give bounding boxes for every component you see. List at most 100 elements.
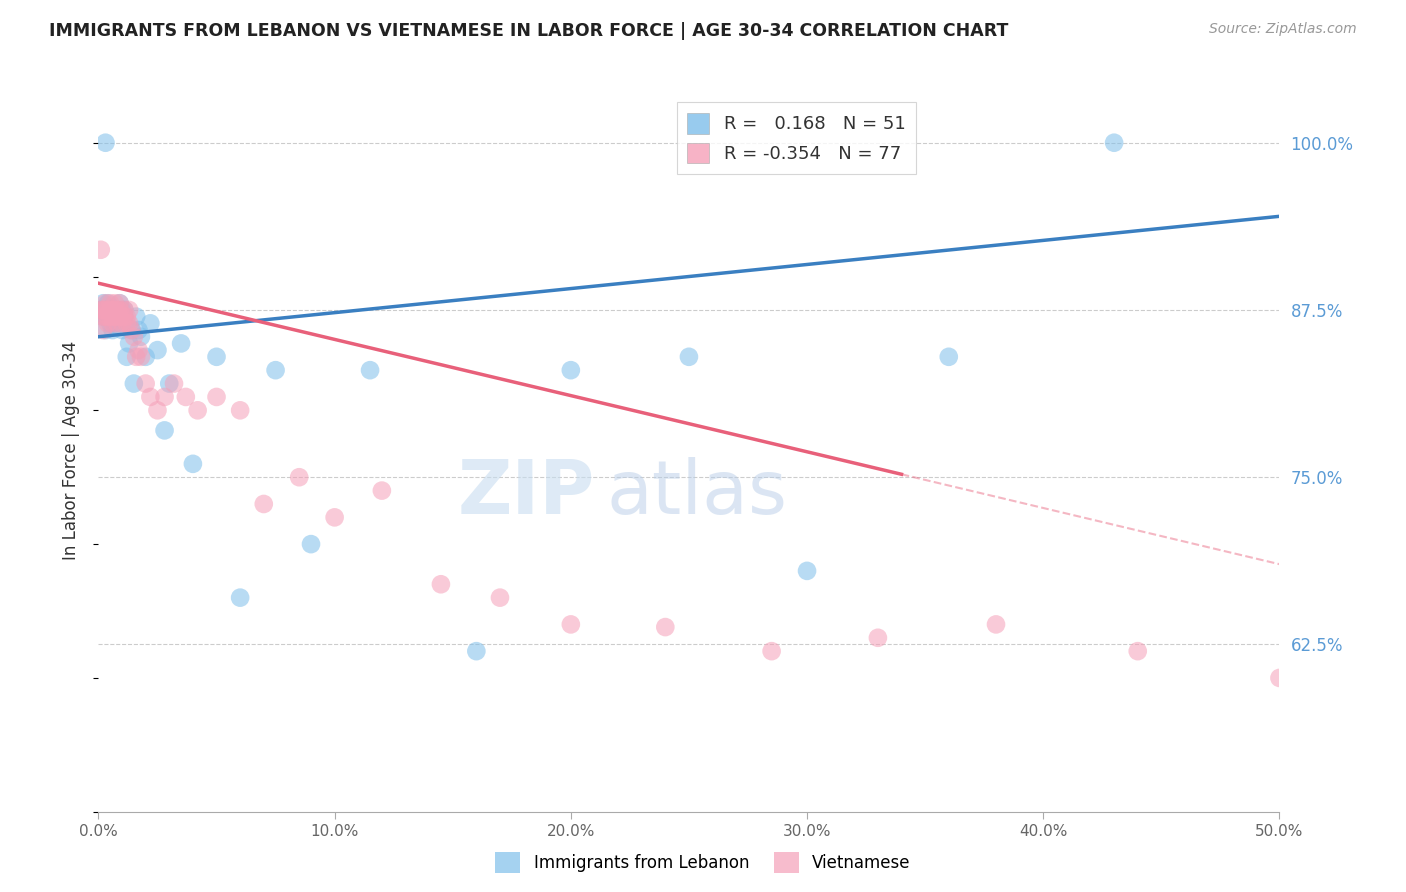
Point xyxy=(264,363,287,377)
Point xyxy=(157,376,180,391)
Point xyxy=(654,620,676,634)
Point xyxy=(112,303,135,318)
Point xyxy=(104,310,127,324)
Point xyxy=(174,390,197,404)
Point xyxy=(94,296,117,310)
Point xyxy=(90,243,112,257)
Point xyxy=(1268,671,1291,685)
Point xyxy=(108,310,131,324)
Point xyxy=(163,376,186,391)
Point xyxy=(112,310,135,324)
Text: Source: ZipAtlas.com: Source: ZipAtlas.com xyxy=(1209,22,1357,37)
Point xyxy=(115,310,138,324)
Point xyxy=(97,310,120,324)
Point xyxy=(560,617,582,632)
Point xyxy=(122,330,145,344)
Point xyxy=(122,376,145,391)
Point xyxy=(170,336,193,351)
Point xyxy=(91,296,114,310)
Point xyxy=(359,363,381,377)
Point xyxy=(135,376,157,391)
Point xyxy=(118,303,141,318)
Point xyxy=(489,591,512,605)
Point xyxy=(94,323,117,337)
Point xyxy=(105,310,128,324)
Point xyxy=(229,403,252,417)
Point xyxy=(98,310,121,324)
Point xyxy=(90,303,112,318)
Point xyxy=(94,310,117,324)
Point xyxy=(105,303,128,318)
Point xyxy=(121,323,143,337)
Point xyxy=(115,317,138,331)
Point xyxy=(187,403,209,417)
Point xyxy=(139,317,162,331)
Point xyxy=(181,457,204,471)
Point xyxy=(98,310,121,324)
Point xyxy=(1126,644,1149,658)
Point xyxy=(938,350,960,364)
Point xyxy=(91,323,114,337)
Point xyxy=(678,350,700,364)
Point xyxy=(125,350,148,364)
Point xyxy=(105,303,128,318)
Point xyxy=(118,336,141,351)
Point xyxy=(112,303,135,318)
Point xyxy=(112,310,135,324)
Point xyxy=(129,330,152,344)
Point xyxy=(104,317,127,331)
Point xyxy=(108,296,131,310)
Point xyxy=(111,317,134,331)
Point xyxy=(128,343,150,358)
Point xyxy=(91,303,114,318)
Point xyxy=(111,323,134,337)
Point xyxy=(118,317,141,331)
Point xyxy=(108,296,131,310)
Point xyxy=(97,317,120,331)
Point xyxy=(98,303,121,318)
Point xyxy=(866,631,889,645)
Point xyxy=(135,350,157,364)
Legend: Immigrants from Lebanon, Vietnamese: Immigrants from Lebanon, Vietnamese xyxy=(488,846,918,880)
Point xyxy=(94,310,117,324)
Point xyxy=(153,423,176,437)
Y-axis label: In Labor Force | Age 30-34: In Labor Force | Age 30-34 xyxy=(62,341,80,560)
Text: atlas: atlas xyxy=(606,458,787,531)
Point xyxy=(98,296,121,310)
Point xyxy=(205,390,228,404)
Point xyxy=(108,310,131,324)
Point xyxy=(128,323,150,337)
Point xyxy=(153,390,176,404)
Point xyxy=(97,303,120,318)
Point xyxy=(108,303,131,318)
Point xyxy=(253,497,276,511)
Legend: R =   0.168   N = 51, R = -0.354   N = 77: R = 0.168 N = 51, R = -0.354 N = 77 xyxy=(676,102,917,174)
Point xyxy=(91,310,114,324)
Point xyxy=(101,303,124,318)
Point xyxy=(139,390,162,404)
Point xyxy=(229,591,252,605)
Point xyxy=(104,303,127,318)
Point xyxy=(129,350,152,364)
Point xyxy=(98,317,121,331)
Text: IMMIGRANTS FROM LEBANON VS VIETNAMESE IN LABOR FORCE | AGE 30-34 CORRELATION CHA: IMMIGRANTS FROM LEBANON VS VIETNAMESE IN… xyxy=(49,22,1008,40)
Point xyxy=(1102,136,1125,150)
Point xyxy=(101,310,124,324)
Point xyxy=(91,310,114,324)
Point xyxy=(90,303,112,318)
Point xyxy=(205,350,228,364)
Point xyxy=(121,323,143,337)
Point xyxy=(146,403,169,417)
Point xyxy=(97,303,120,318)
Point xyxy=(430,577,453,591)
Point xyxy=(796,564,818,578)
Point xyxy=(111,303,134,318)
Point xyxy=(288,470,311,484)
Point xyxy=(104,296,127,310)
Point xyxy=(101,323,124,337)
Point xyxy=(97,296,120,310)
Point xyxy=(104,303,127,318)
Point xyxy=(94,136,117,150)
Point xyxy=(323,510,346,524)
Point xyxy=(465,644,488,658)
